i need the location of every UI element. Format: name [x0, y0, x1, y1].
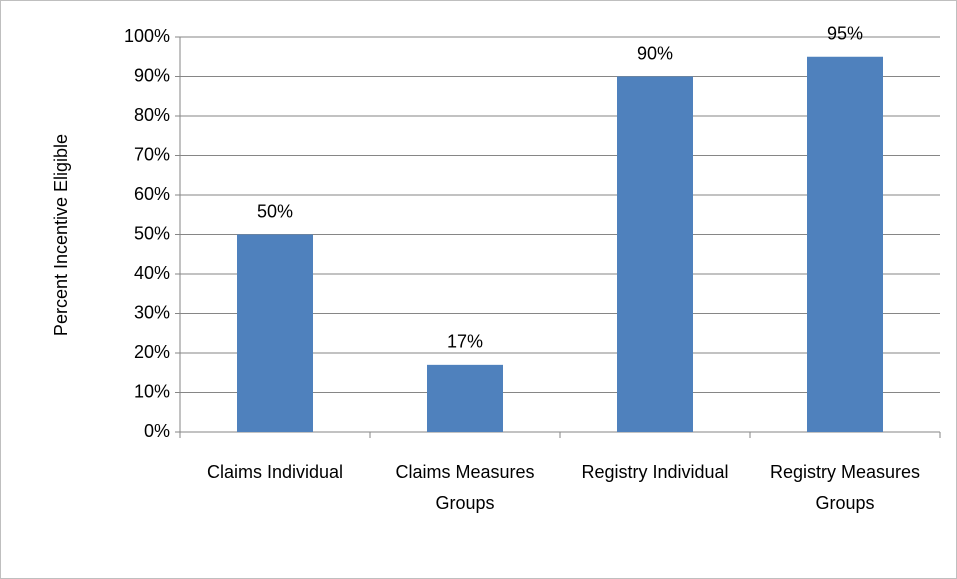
x-tick-label: Registry Measures Groups: [769, 462, 921, 513]
y-tick-label: 20%: [134, 342, 170, 362]
x-tick-label: Claims Individual: [206, 462, 344, 482]
y-tick-label: 90%: [134, 65, 170, 85]
y-tick-label: 10%: [134, 381, 170, 401]
data-label: 50%: [257, 201, 293, 221]
data-label: 90%: [637, 43, 673, 63]
y-tick-label: 30%: [134, 302, 170, 322]
y-tick-label: 0%: [144, 421, 170, 441]
y-tick-label: 100%: [124, 26, 170, 46]
y-tick-label: 60%: [134, 184, 170, 204]
x-tick-label: Registry Individual: [581, 462, 729, 482]
bar: [617, 76, 693, 432]
bar: [807, 56, 883, 432]
y-tick-label: 80%: [134, 105, 170, 125]
y-tick-label: 70%: [134, 144, 170, 164]
y-tick-label: 50%: [134, 223, 170, 243]
data-label: 17%: [447, 332, 483, 352]
bar: [237, 234, 313, 432]
bar: [427, 364, 503, 432]
y-tick-label: 40%: [134, 263, 170, 283]
y-axis-title: Percent Incentive Eligible: [51, 134, 71, 336]
x-tick-label: Claims Measures Groups: [395, 462, 535, 513]
data-label: 95%: [827, 24, 863, 44]
